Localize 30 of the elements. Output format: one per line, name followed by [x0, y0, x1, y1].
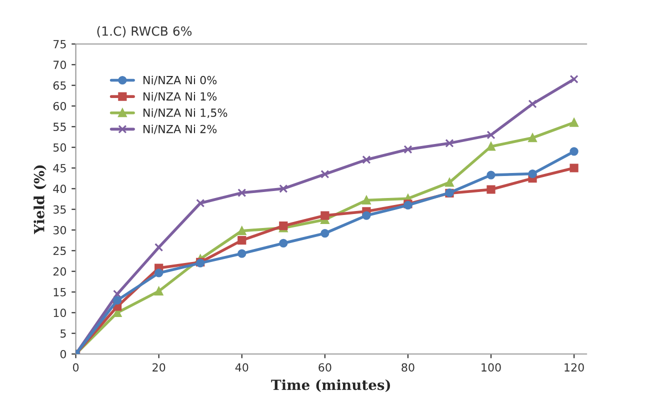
- y-tick-label: 5: [60, 329, 66, 338]
- x-tick-label: 100: [482, 363, 501, 372]
- y-tick-label: 65: [53, 81, 66, 90]
- y-tick-label: 45: [53, 164, 66, 172]
- x-axis-title: Time (minutes): [271, 379, 390, 392]
- x-tick-label: 40: [235, 363, 248, 372]
- y-tick-label: 10: [54, 308, 66, 318]
- x-tick-label: 60: [318, 363, 332, 372]
- y-tick-label: 30: [53, 226, 66, 234]
- y-tick-label: 50: [53, 143, 66, 152]
- y-tick-label: 0: [60, 350, 66, 358]
- legend-label: Ni/NZA Ni 2%: [144, 124, 217, 134]
- x-tick-label: 120: [564, 363, 584, 372]
- x-tick-label: 0: [72, 363, 79, 372]
- legend-label: Ni/NZA Ni 1%: [144, 92, 217, 102]
- y-tick-label: 55: [53, 122, 66, 132]
- y-tick-label: 25: [53, 246, 66, 256]
- y-tick-label: 20: [53, 267, 66, 276]
- x-tick-label: 20: [152, 363, 166, 372]
- y-tick-label: 15: [54, 288, 66, 296]
- x-tick-label: 80: [402, 363, 414, 372]
- y-tick-label: 75: [54, 40, 66, 48]
- legend-label: Ni/NZA Ni 0%: [144, 76, 217, 86]
- y-tick-label: 60: [53, 102, 66, 110]
- y-tick-label: 70: [54, 60, 66, 70]
- y-tick-label: 40: [53, 184, 66, 194]
- y-tick-label: 35: [53, 205, 66, 214]
- chart-title: (1.C) RWCB 6%: [97, 26, 192, 38]
- legend-label: Ni/NZA Ni 1,5%: [144, 108, 228, 118]
- y-axis-title: Yield (%): [34, 165, 46, 234]
